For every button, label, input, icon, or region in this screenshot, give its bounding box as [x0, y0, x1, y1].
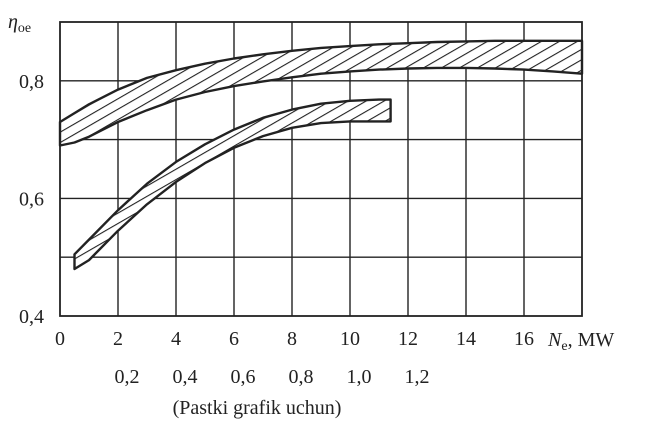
y-axis-label: ηoe: [8, 11, 31, 36]
x-tick-label: 16: [514, 328, 534, 350]
x-tick-label-secondary: 1,2: [405, 366, 430, 388]
x-tick-label-secondary: 1,0: [347, 366, 372, 388]
secondary-scale-caption: (Pastki grafik uchun): [173, 397, 342, 419]
x-tick-label-secondary: 0,6: [231, 366, 256, 388]
x-tick-label: 8: [287, 328, 297, 350]
y-tick-label: 0,8: [19, 71, 44, 93]
y-tick-label: 0,4: [19, 306, 44, 328]
x-tick-label: 2: [113, 328, 123, 350]
x-tick-label: 6: [229, 328, 239, 350]
x-tick-label: 14: [456, 328, 476, 350]
y-tick-label: 0,6: [19, 188, 44, 210]
x-axis-label: Ne, MW: [547, 329, 614, 354]
tick-labels: 0 2 4 6 8 10 12 14 16 0,2 0,4 0,6 0,8 1,0 1,2 0,4 0,6 0,8: [19, 71, 534, 388]
x-tick-label: 4: [171, 328, 181, 350]
x-tick-label-secondary: 0,4: [173, 366, 198, 388]
x-tick-label-secondary: 0,2: [115, 366, 140, 388]
data-bands: [58, 39, 584, 271]
x-tick-label: 10: [340, 328, 360, 350]
plot-border: [59, 21, 583, 317]
efficiency-band-1: [58, 39, 584, 147]
x-tick-label: 12: [398, 328, 418, 350]
efficiency-band-2: [73, 98, 392, 271]
x-tick-label: 0: [55, 328, 65, 350]
x-tick-label-secondary: 0,8: [289, 366, 314, 388]
plot-frame: [59, 21, 583, 317]
